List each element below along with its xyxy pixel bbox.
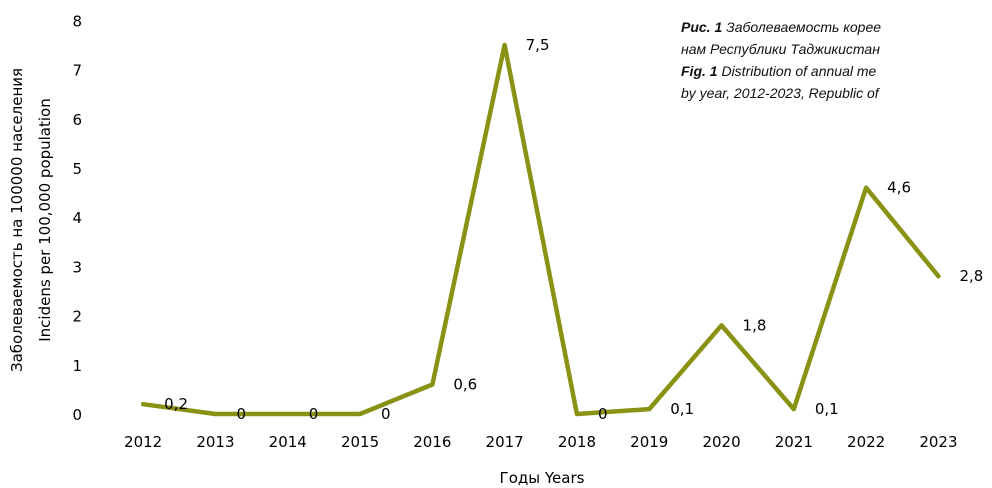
data-point: [141, 402, 146, 407]
caption-ru-text-2: нам Республики Таджикистан: [681, 41, 880, 57]
data-label: 0,6: [453, 375, 477, 393]
caption-ru-prefix: Рис. 1: [681, 19, 723, 35]
data-label: 1,8: [743, 316, 767, 334]
data-label: 0: [236, 405, 246, 423]
x-axis-ticks: 2012 2013 2014 2015 2016 2017 2018 2019 2020 2021…: [124, 433, 957, 451]
data-point: [502, 43, 507, 47]
x-tick-label: 2012: [124, 433, 162, 451]
data-label: 0,2: [164, 395, 188, 413]
data-point: [719, 323, 724, 328]
y-tick-label: 6: [72, 111, 82, 129]
data-point: [791, 407, 796, 412]
x-tick-label: 2018: [558, 433, 596, 451]
x-tick-label: 2022: [847, 433, 885, 451]
data-point: [647, 407, 652, 412]
x-tick-label: 2020: [702, 433, 740, 451]
x-tick-label: 2021: [775, 433, 813, 451]
data-point: [430, 382, 435, 387]
x-tick-label: 2023: [919, 433, 957, 451]
data-labels: 0,2 0 0 0 0,6 7,5 0 0,1 1,8 0,1 4,6 2,8: [164, 36, 983, 423]
data-label: 0: [381, 405, 391, 423]
data-label: 2,8: [959, 267, 983, 285]
y-tick-label: 3: [72, 258, 82, 276]
y-tick-label: 5: [72, 160, 82, 178]
data-point: [574, 412, 579, 416]
data-point: [213, 412, 218, 416]
y-tick-label: 8: [72, 12, 82, 30]
series-line: [140, 42, 941, 417]
y-tick-label: 4: [72, 209, 82, 227]
data-label: 0,1: [815, 400, 839, 418]
caption-ru-line-1: Рис. 1 Заболеваемость корее: [681, 16, 992, 38]
y-tick-label: 7: [72, 62, 82, 80]
x-tick-label: 2013: [196, 433, 234, 451]
series-group: [140, 42, 941, 417]
caption-ru-text-1: Заболеваемость корее: [726, 19, 882, 35]
x-tick-label: 2014: [269, 433, 307, 451]
data-point: [864, 185, 869, 190]
figure-caption: Рис. 1 Заболеваемость корее нам Республи…: [681, 16, 992, 104]
data-label: 0: [598, 405, 608, 423]
y-tick-label: 0: [72, 406, 82, 424]
x-tick-label: 2015: [341, 433, 379, 451]
x-tick-label: 2016: [413, 433, 451, 451]
y-axis-ticks: 0 1 2 3 4 5 6 7 8: [72, 12, 82, 424]
y-tick-label: 2: [72, 308, 82, 326]
y-tick-label: 1: [72, 357, 82, 375]
y-axis-title-line-2: Incidens per 100,000 population: [36, 98, 54, 342]
data-point: [936, 274, 941, 279]
y-axis-title-line-1: Заболеваемость на 100000 населения: [8, 68, 26, 372]
data-point: [358, 412, 363, 416]
caption-en-prefix: Fig. 1: [681, 63, 718, 79]
data-label: 0: [309, 405, 319, 423]
caption-en-text-2: by year, 2012-2023, Republic of: [681, 85, 879, 101]
data-label: 4,6: [887, 179, 911, 197]
data-label: 7,5: [526, 36, 550, 54]
x-tick-label: 2019: [630, 433, 668, 451]
data-point: [285, 412, 290, 416]
caption-en-text-1: Distribution of annual me: [721, 63, 877, 79]
caption-en-line-1: Fig. 1 Distribution of annual me: [681, 60, 992, 82]
data-label: 0,1: [670, 400, 694, 418]
x-axis-title: Годы Years: [500, 469, 585, 487]
x-tick-label: 2017: [486, 433, 524, 451]
